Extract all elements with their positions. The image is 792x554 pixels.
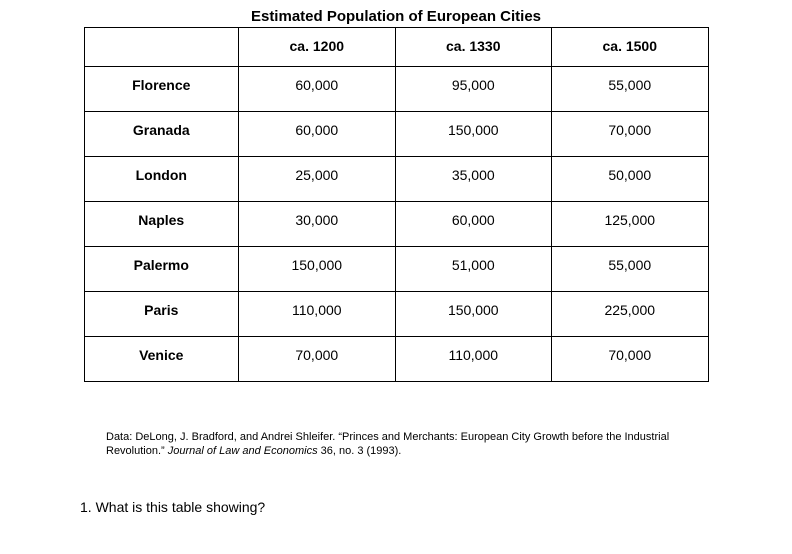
table-row: Granada 60,000 150,000 70,000 (84, 112, 708, 157)
table-header-row: ca. 1200 ca. 1330 ca. 1500 (84, 28, 708, 67)
table-cell: 60,000 (395, 202, 551, 247)
table-cell: 150,000 (395, 292, 551, 337)
table-cell: 50,000 (552, 157, 709, 202)
population-table: ca. 1200 ca. 1330 ca. 1500 Florence 60,0… (84, 27, 709, 382)
table-cell: 70,000 (552, 337, 709, 382)
row-header: Naples (84, 202, 239, 247)
row-header: Paris (84, 292, 239, 337)
table-cell: 95,000 (395, 67, 551, 112)
table-cell: 70,000 (552, 112, 709, 157)
table-cell: 30,000 (239, 202, 395, 247)
table-title: Estimated Population of European Cities (84, 8, 709, 25)
row-header: Palermo (84, 247, 239, 292)
table-cell: 110,000 (239, 292, 395, 337)
table-cell: 55,000 (552, 67, 709, 112)
table-cell: 60,000 (239, 67, 395, 112)
table-cell: 51,000 (395, 247, 551, 292)
question-text: What is this table showing? (96, 499, 266, 515)
column-header: ca. 1200 (239, 28, 395, 67)
table-row: Naples 30,000 60,000 125,000 (84, 202, 708, 247)
citation-suffix: 36, no. 3 (1993). (318, 445, 402, 457)
table-row: Palermo 150,000 51,000 55,000 (84, 247, 708, 292)
table-cell: 110,000 (395, 337, 551, 382)
row-header: Venice (84, 337, 239, 382)
table-cell: 125,000 (552, 202, 709, 247)
table-cell: 35,000 (395, 157, 551, 202)
table-cell: 25,000 (239, 157, 395, 202)
table-cell: 225,000 (552, 292, 709, 337)
question-line: 1. What is this table showing? (80, 499, 792, 515)
table-cell: 150,000 (239, 247, 395, 292)
column-header: ca. 1500 (552, 28, 709, 67)
row-header: Florence (84, 67, 239, 112)
row-header: Granada (84, 112, 239, 157)
column-header: ca. 1330 (395, 28, 551, 67)
citation-journal: Journal of Law and Economics (168, 445, 318, 457)
table-cell: 150,000 (395, 112, 551, 157)
table-row: London 25,000 35,000 50,000 (84, 157, 708, 202)
row-header: London (84, 157, 239, 202)
table-row: Florence 60,000 95,000 55,000 (84, 67, 708, 112)
table-row: Venice 70,000 110,000 70,000 (84, 337, 708, 382)
citation-text: Data: DeLong, J. Bradford, and Andrei Sh… (106, 430, 686, 459)
question-number: 1. (80, 499, 92, 515)
table-cell: 70,000 (239, 337, 395, 382)
table-cell: 60,000 (239, 112, 395, 157)
table-cell: 55,000 (552, 247, 709, 292)
table-row: Paris 110,000 150,000 225,000 (84, 292, 708, 337)
table-corner-cell (84, 28, 239, 67)
